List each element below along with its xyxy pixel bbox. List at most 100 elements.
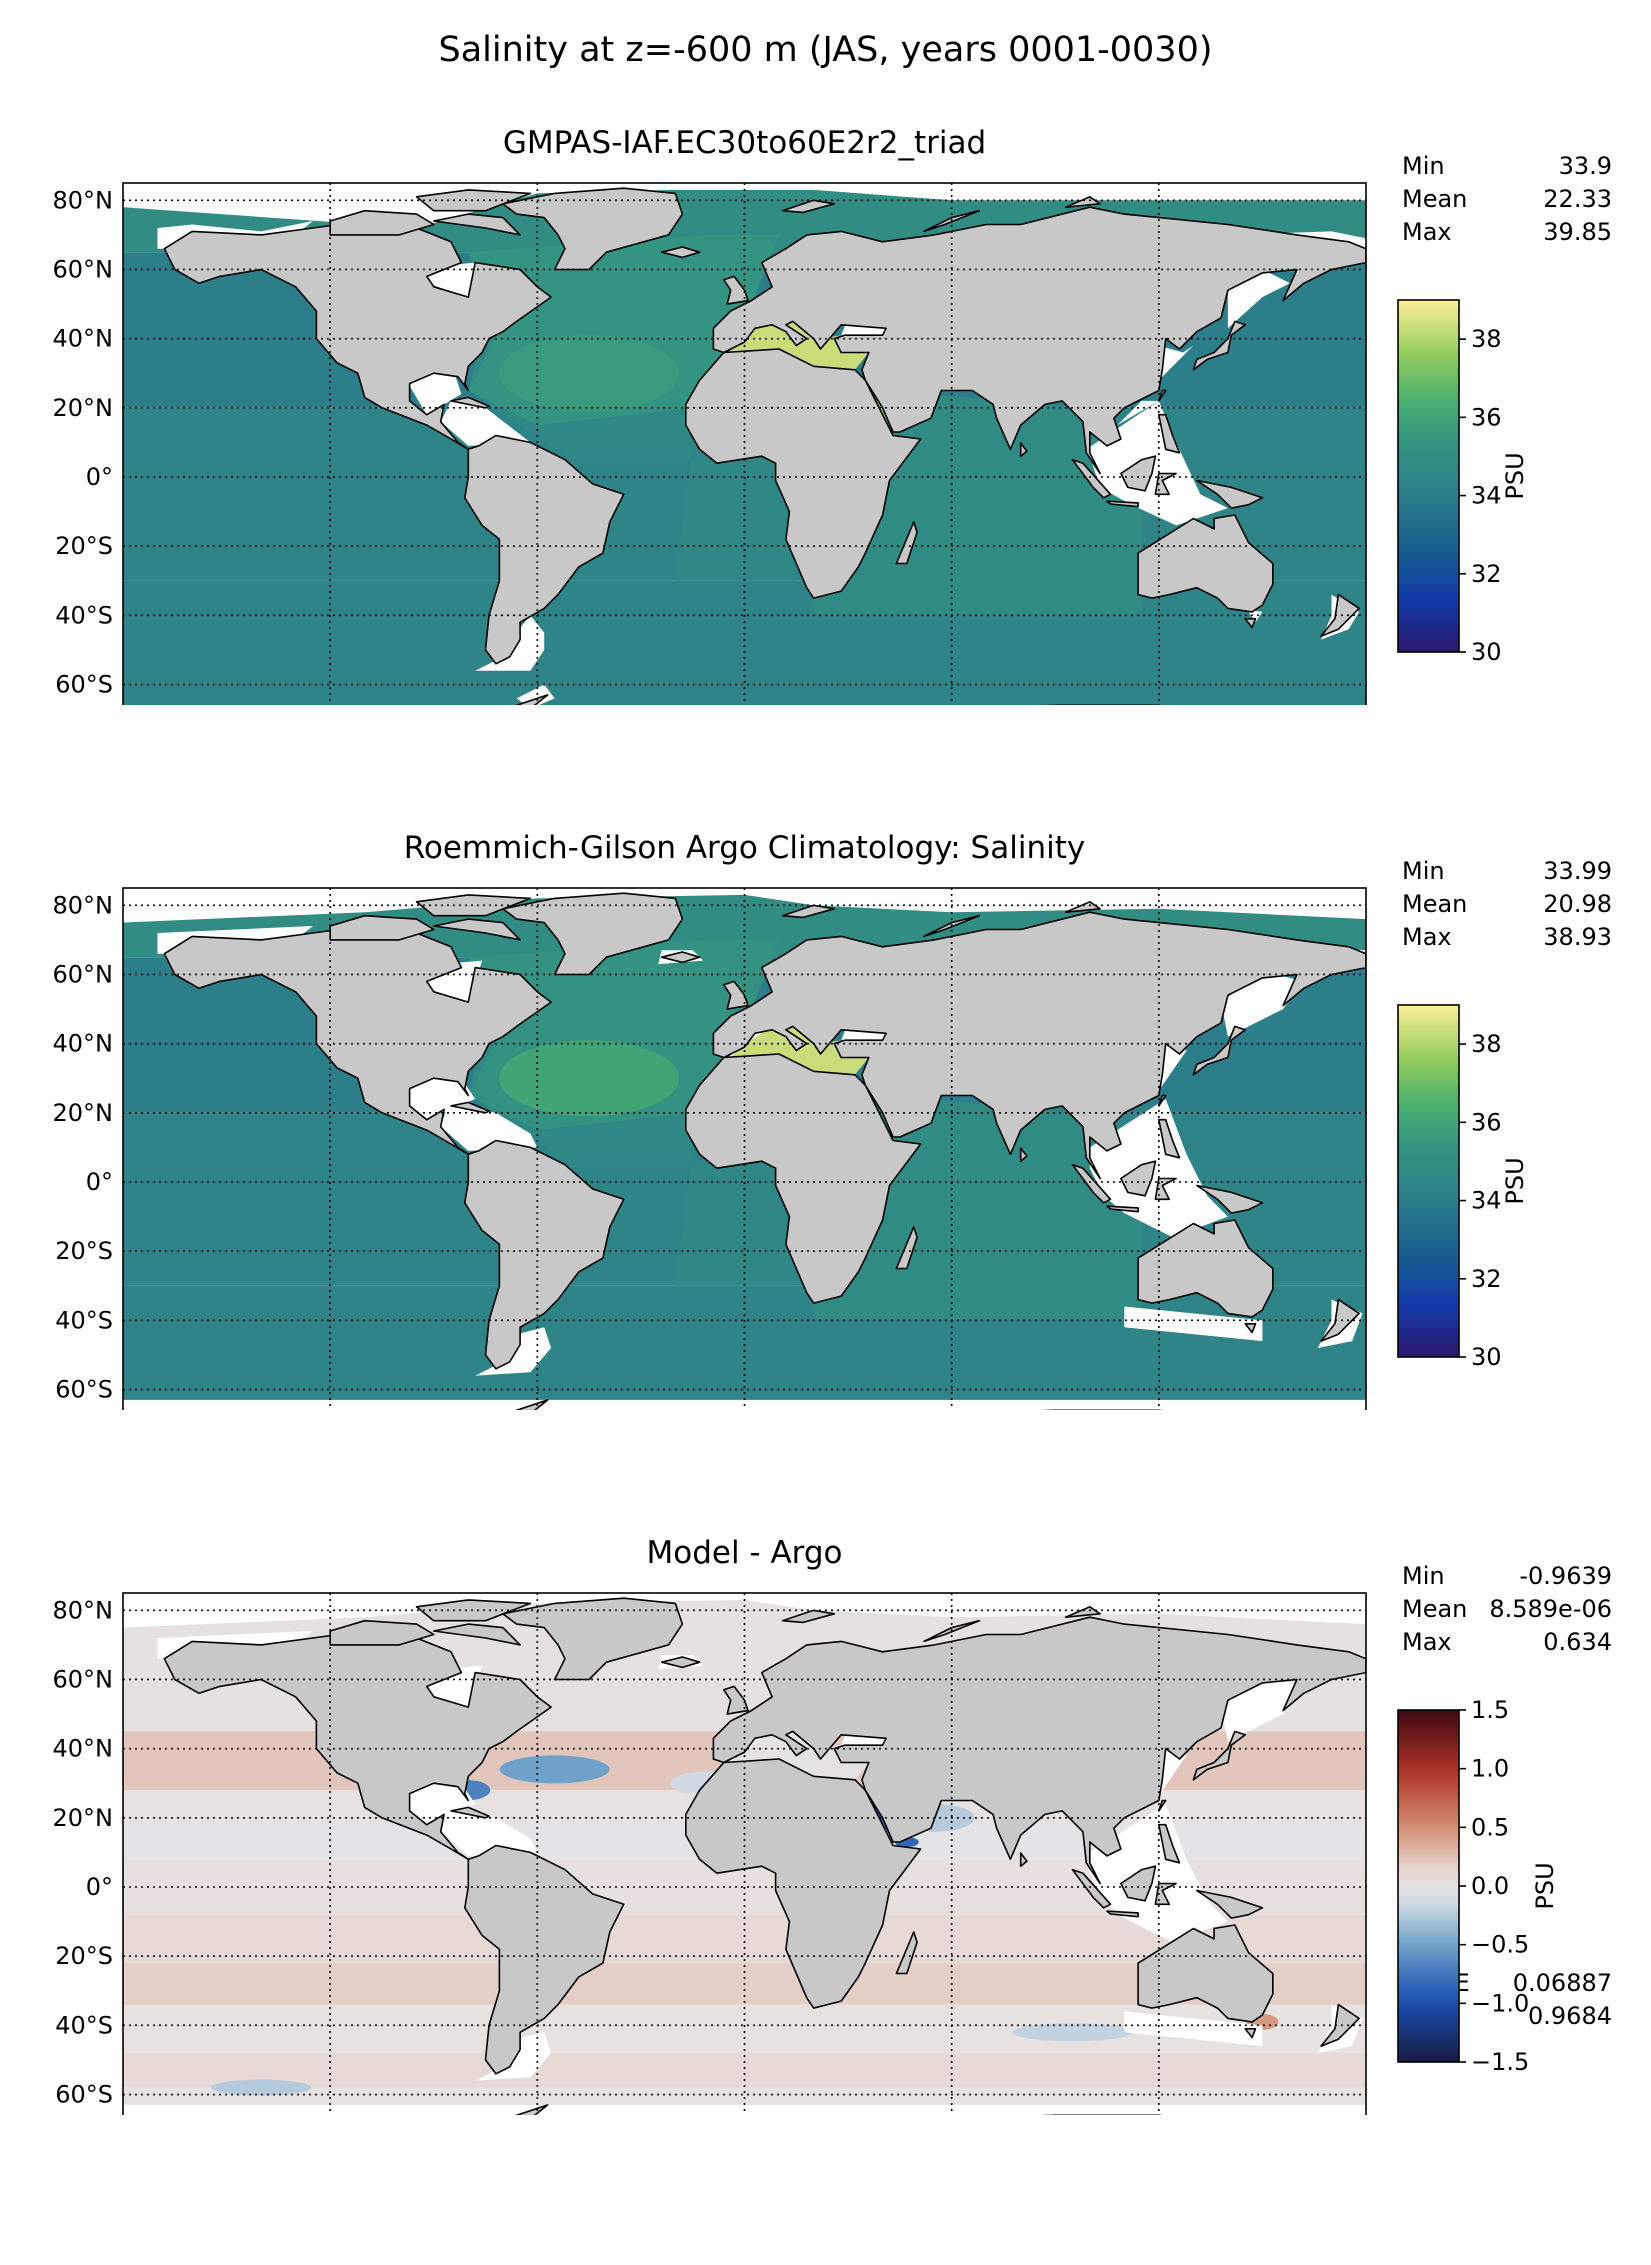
land-eurasia <box>712 206 1366 475</box>
colorbar-tick-label: 30 <box>1471 1343 1502 1371</box>
land-new-zealand <box>1320 1298 1360 1342</box>
stat-row: Mean 22.33 <box>1402 183 1612 216</box>
graticule <box>123 183 1366 705</box>
y-tick-label: 80°N <box>53 186 114 214</box>
stat-label: Mean <box>1402 185 1468 213</box>
colorbar-tick-label: 36 <box>1471 1108 1502 1136</box>
panel-stats: Min -0.9639 Mean 8.589e-06 Max 0.634 <box>1402 1560 1612 1659</box>
land-iceland <box>660 246 701 259</box>
stat-row: Min 33.9 <box>1402 150 1612 183</box>
nodata-region <box>123 1593 1366 1628</box>
stat-row: Mean 20.98 <box>1402 888 1612 921</box>
panel-title: Model - Argo <box>646 1535 843 1571</box>
land-north-america <box>163 925 552 1156</box>
colorbar-tick-label: 38 <box>1471 1030 1502 1058</box>
land-madagascar <box>895 1226 918 1270</box>
land-sri-lanka <box>1019 1147 1028 1163</box>
y-tick-label: 20°N <box>53 1804 114 1832</box>
y-tick-label: 60°S <box>55 1376 113 1404</box>
map-frame <box>122 887 1367 1410</box>
y-tick-label: 20°N <box>53 394 114 422</box>
map-panel: Roemmich-Gilson Argo Climatology: Salini… <box>0 705 1651 1410</box>
land-caa-2 <box>432 213 521 236</box>
map-area <box>123 888 1366 1410</box>
land-madagascar <box>895 521 918 565</box>
nodata-mask <box>123 888 1366 1410</box>
stat-row: Max 39.85 <box>1402 216 1612 249</box>
nodata-region <box>440 1105 538 1151</box>
land-new-zealand <box>1320 593 1360 637</box>
stat-label: Min <box>1402 152 1445 180</box>
y-tick-label: 40°S <box>55 2011 113 2039</box>
colorbar-tick-label: 0.0 <box>1471 1872 1509 1900</box>
y-tick-label: 40°S <box>55 1306 113 1334</box>
land-tasmania <box>1244 1322 1257 1334</box>
land-java <box>1106 500 1139 508</box>
nodata-region <box>1158 345 1194 381</box>
anomaly-band <box>123 2053 1366 2088</box>
land-sri-lanka <box>1019 1852 1028 1868</box>
land-cuba <box>450 396 490 409</box>
map-area <box>123 1593 1366 2115</box>
y-tick-label: 60°N <box>53 255 114 283</box>
map-frame <box>122 182 1367 705</box>
stat-row: Max 0.634 <box>1402 1626 1612 1659</box>
colorbar-label: PSU <box>1531 1862 1559 1909</box>
colorbar-tick-label: 34 <box>1471 482 1502 510</box>
land-sumatra <box>1071 1163 1112 1204</box>
panel-stats: Min 33.9 Mean 22.33 Max 39.85 <box>1402 150 1612 249</box>
land-cuba <box>450 1101 490 1114</box>
land-madagascar <box>895 1931 918 1975</box>
panel-stats: Min 33.99 Mean 20.98 Max 38.93 <box>1402 855 1612 954</box>
nodata-region <box>1227 580 1263 623</box>
graticule <box>123 1593 1366 2115</box>
land-britain <box>722 1685 749 1715</box>
stat-value: 33.9 <box>1558 152 1612 180</box>
colorbar-tick-label: −0.5 <box>1471 1931 1529 1959</box>
ocean-band-southern-ocean <box>123 580 1366 705</box>
colorbar-tick-label: 30 <box>1471 638 1502 666</box>
map-svg: 180°W120°W60°W0°60°E120°E180°E80°N60°N40… <box>53 887 1529 1410</box>
colorbar <box>1397 1004 1460 1358</box>
land-caa-2 <box>432 918 521 941</box>
y-tick-label: 0° <box>86 1873 113 1901</box>
stat-value: 33.99 <box>1543 857 1612 885</box>
land-britain <box>722 275 749 305</box>
land-svalbard <box>781 1609 836 1624</box>
y-tick-label: 40°S <box>55 601 113 629</box>
land-greenland <box>501 187 684 271</box>
ocean-subtropical-atlantic <box>499 1040 680 1117</box>
land-caa-3 <box>415 1599 532 1622</box>
map-panel: Model - Argo Min -0.9639 Mean 8.589e-06 Max 0.… <box>0 1410 1651 2115</box>
anomaly-southern-pacific <box>211 2079 312 2096</box>
land-sri-lanka <box>1019 442 1028 458</box>
nodata-region <box>1089 1804 1228 1943</box>
nodata-region <box>1089 1099 1228 1238</box>
y-tick-label: 20°N <box>53 1099 114 1127</box>
land <box>163 1597 1366 2115</box>
nodata-region <box>406 373 462 415</box>
nodata-region <box>516 684 555 705</box>
stat-value: 38.93 <box>1543 923 1612 951</box>
stat-value: 0.634 <box>1543 1628 1612 1656</box>
stat-row: Max 38.93 <box>1402 921 1612 954</box>
land-hainan-taiwan <box>1158 389 1167 402</box>
colorbar-tick-label: 34 <box>1471 1187 1502 1215</box>
stat-label: Max <box>1402 923 1452 951</box>
colorbar-tick-label: 0.5 <box>1471 1813 1509 1841</box>
sea-mediterranean <box>727 1731 869 1780</box>
land-novaya-zemlya <box>923 1619 981 1643</box>
stat-value: 0.06887 <box>1512 1969 1612 1997</box>
y-tick-label: 40°N <box>53 325 114 353</box>
sea-red <box>855 1786 897 1842</box>
stat-row: Min 33.99 <box>1402 855 1612 888</box>
land-sumatra <box>1071 1868 1112 1909</box>
land-north-america <box>163 1630 552 1861</box>
land-japan <box>1192 1730 1246 1781</box>
anomaly-gulf-stream <box>499 1755 610 1784</box>
stat-label: Mean <box>1402 890 1468 918</box>
colorbar-tick-label: 32 <box>1471 560 1502 588</box>
colorbar-label: PSU <box>1501 452 1529 499</box>
sea-mediterranean <box>727 1026 869 1075</box>
